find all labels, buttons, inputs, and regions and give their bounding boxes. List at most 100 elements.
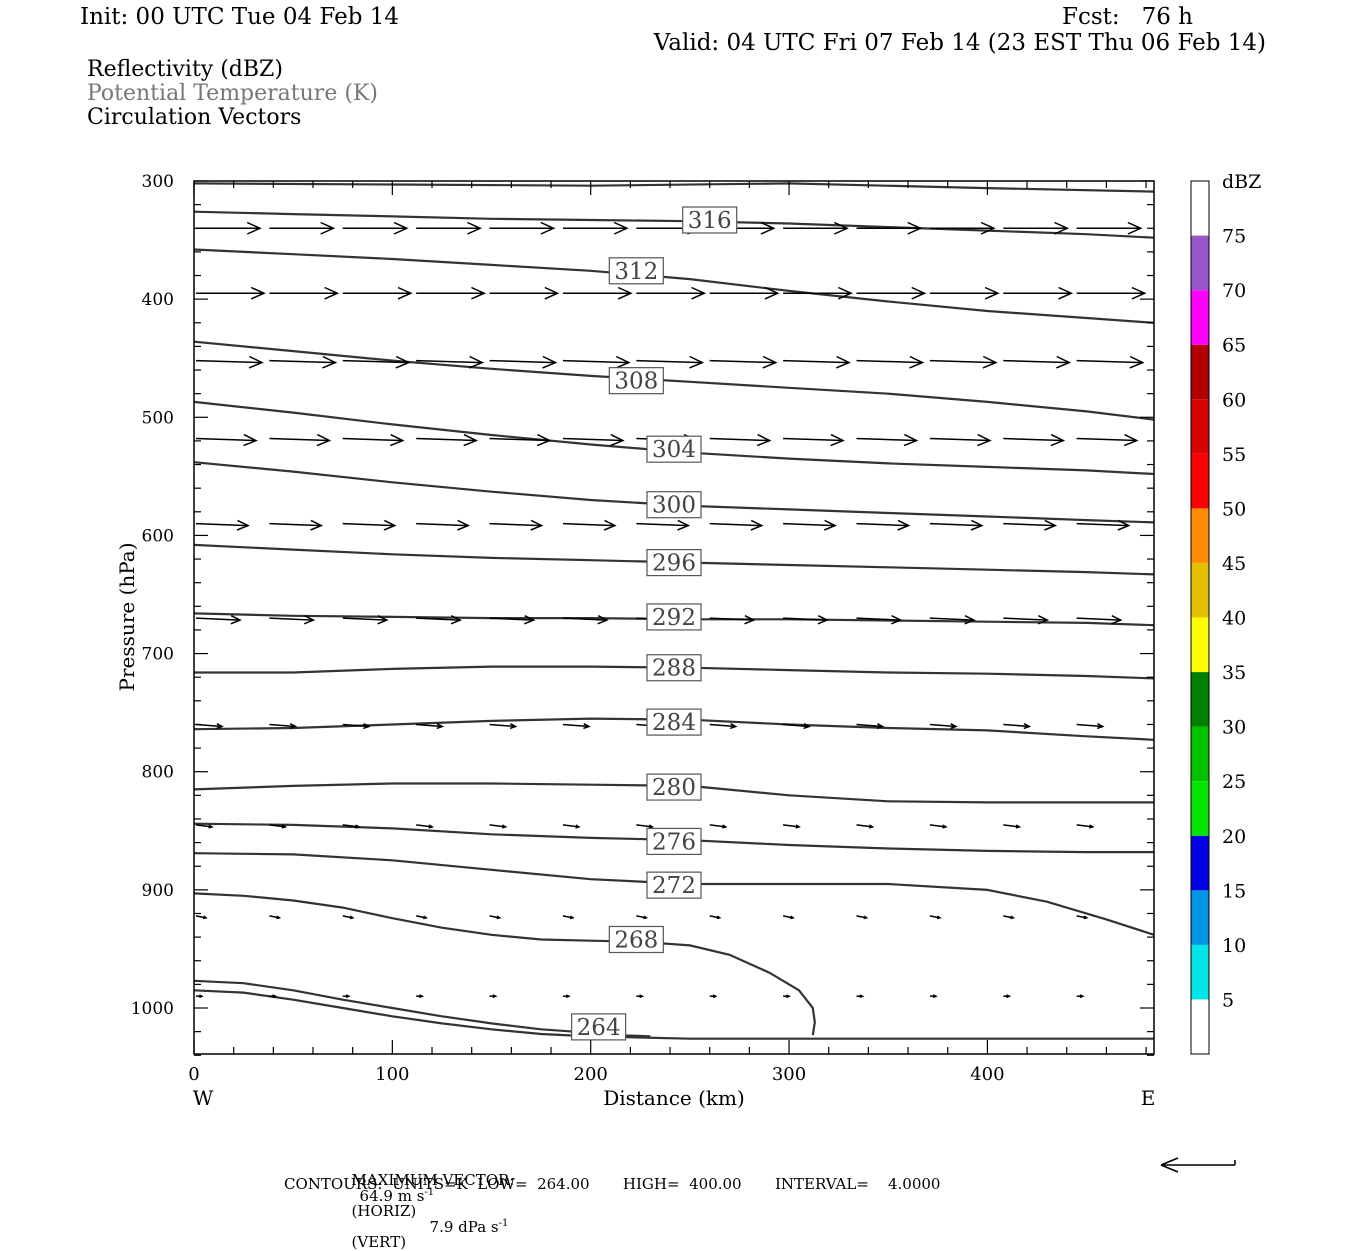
vector-shaft	[709, 617, 754, 621]
vector-head	[324, 286, 340, 300]
vector-arrow	[636, 286, 707, 300]
vector-shaft	[195, 437, 257, 442]
vector-shaft	[636, 522, 689, 527]
vector-arrow	[342, 723, 371, 730]
vector-head	[468, 355, 485, 369]
vector-head	[198, 994, 204, 999]
vector-head	[463, 433, 479, 447]
contour-label-text: 300	[652, 493, 696, 519]
vector-arrow	[856, 615, 903, 625]
vector-head	[1023, 723, 1032, 730]
vector-arrow	[929, 433, 992, 447]
vector-arrow	[856, 994, 865, 999]
vector-head	[722, 824, 728, 829]
y-tick-label: 500	[142, 408, 174, 428]
vector-head	[756, 433, 772, 447]
vector-arrow	[416, 221, 483, 235]
vector-shaft	[489, 723, 516, 728]
max-vector-label: MAXIMUM VECTOR:	[351, 1171, 515, 1189]
vector-head	[936, 915, 942, 920]
vector-shaft	[709, 437, 770, 442]
contour-label: 312	[608, 257, 664, 285]
vector-arrow	[1003, 519, 1058, 531]
colorbar-tick-label: 10	[1222, 935, 1246, 957]
vector-head	[395, 355, 411, 369]
vector-head	[1037, 615, 1050, 625]
vector-head	[615, 355, 631, 369]
vector-arrow	[489, 286, 560, 300]
vector-arrow	[783, 221, 849, 235]
vector-head	[565, 994, 571, 999]
vector-shaft	[416, 437, 477, 442]
vector-head	[689, 355, 705, 369]
colorbar-segment	[1191, 781, 1209, 836]
contour-label-text: 272	[652, 873, 696, 899]
x-tick-label: 0	[188, 1064, 199, 1085]
vector-head	[250, 286, 266, 300]
vector-head	[744, 615, 756, 625]
vector-arrow	[1076, 355, 1145, 369]
vector-shaft	[416, 723, 443, 728]
vector-arrow	[783, 615, 829, 625]
vector-shaft	[856, 437, 917, 442]
vector-shaft	[929, 824, 946, 828]
vector-head	[569, 915, 575, 920]
vector-head	[1127, 221, 1143, 235]
vector-head	[450, 615, 463, 625]
vector-head	[246, 221, 262, 235]
vector-shaft	[269, 359, 336, 364]
contour-label-box	[608, 257, 664, 285]
vector-head	[1006, 994, 1012, 999]
vector-head	[1083, 915, 1089, 920]
colorbar-segment	[1191, 235, 1209, 291]
vector-arrow	[269, 824, 288, 829]
vector-head	[859, 994, 865, 999]
vector-head	[817, 615, 829, 625]
vector-arrow	[709, 615, 756, 625]
vector-head	[909, 355, 925, 369]
vector-arrow	[709, 723, 738, 730]
vector-arrow	[856, 433, 919, 447]
contour-label: 292	[646, 603, 702, 631]
vector-arrow	[416, 824, 435, 829]
vector-arrow	[1003, 286, 1074, 300]
vector-arrow	[562, 355, 631, 369]
max-vector-info: MAXIMUM VECTOR: 64.9 m s-1 (HORIZ) 7.9 d…	[342, 1158, 515, 1250]
vector-head	[762, 355, 778, 369]
vector-head	[835, 355, 851, 369]
vector-shaft	[562, 824, 580, 828]
vector-shaft	[416, 617, 461, 621]
vector-head	[610, 433, 625, 447]
vector-arrow	[269, 355, 338, 369]
vector-head	[397, 286, 413, 300]
colorbar-segment	[1191, 399, 1209, 454]
colorbar-tick-label: 70	[1222, 280, 1246, 302]
vector-arrow	[856, 519, 911, 531]
vector-shaft	[929, 359, 996, 364]
colorbar-tick-label: 40	[1222, 608, 1246, 630]
vector-head	[1010, 915, 1016, 920]
vector-arrow	[562, 824, 581, 829]
vector-arrow	[856, 286, 927, 300]
vector-arrow	[416, 433, 479, 447]
vector-arrow	[562, 519, 617, 531]
vector-head	[1111, 615, 1123, 625]
vector-arrow	[929, 824, 948, 829]
contour-label-text: 312	[614, 259, 658, 285]
vector-arrow	[709, 433, 772, 447]
vector-arrow	[929, 615, 976, 625]
vector-shaft	[489, 437, 550, 442]
vector-head	[303, 615, 316, 625]
vector-head	[316, 433, 332, 447]
contour-label: 296	[646, 549, 702, 577]
vector-arrow	[342, 915, 355, 920]
vector-arrow	[489, 221, 556, 235]
vector-head	[750, 519, 764, 531]
contour-label-box	[608, 367, 664, 395]
vector-shaft	[1076, 359, 1143, 364]
vector-shaft	[856, 522, 909, 527]
colorbar-tick-label: 45	[1222, 553, 1246, 575]
vector-arrow	[342, 355, 411, 369]
vector-head	[897, 519, 911, 531]
vector-arrow	[195, 355, 264, 369]
